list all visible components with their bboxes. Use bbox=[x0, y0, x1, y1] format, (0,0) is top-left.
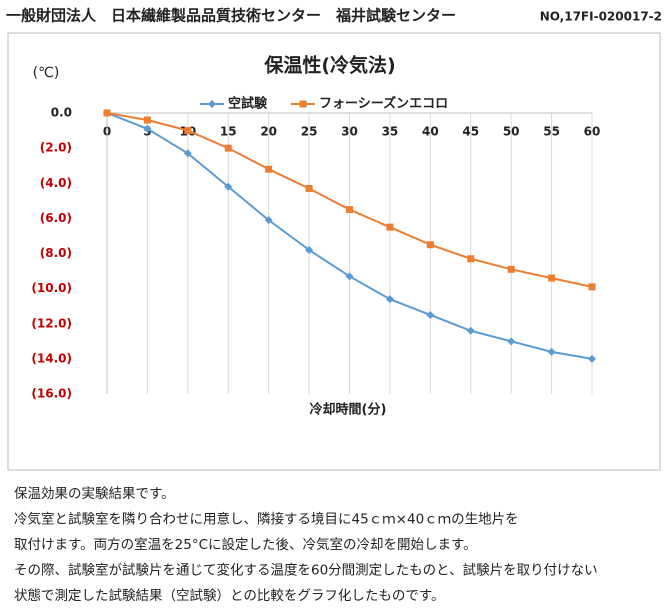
body-text: 状態で測定した試験結果（空試験）との比較をグラフ化したものです。 bbox=[14, 588, 445, 604]
marker bbox=[548, 274, 556, 282]
y-tick-label: (4.0) bbox=[40, 176, 72, 190]
body-text: 取付けます。両方の室温を25°Cに設定した後、冷気室の冷却を開始します。 bbox=[14, 536, 477, 553]
y-tick-label: (8.0) bbox=[40, 246, 72, 260]
y-tick-label: (16.0) bbox=[31, 387, 72, 401]
x-tick-label: 45 bbox=[462, 125, 479, 139]
marker bbox=[507, 265, 515, 273]
marker bbox=[547, 347, 556, 356]
marker bbox=[588, 283, 596, 291]
marker bbox=[426, 310, 435, 319]
x-tick-label: 25 bbox=[301, 125, 318, 139]
x-tick-label: 40 bbox=[422, 125, 439, 139]
x-tick-label: 15 bbox=[220, 125, 237, 139]
y-tick-label: (12.0) bbox=[31, 316, 72, 330]
x-tick-label: 60 bbox=[584, 125, 601, 139]
marker bbox=[224, 144, 232, 152]
marker bbox=[264, 216, 273, 225]
marker bbox=[507, 337, 516, 346]
marker bbox=[588, 354, 596, 363]
body-text: その際、試験室が試験片を通じて変化する温度を60分間測定したものと、試験片を取り… bbox=[14, 562, 598, 579]
marker bbox=[386, 223, 394, 231]
legend-label: 空試験 bbox=[228, 96, 268, 112]
marker bbox=[426, 241, 434, 249]
y-unit: (℃) bbox=[33, 65, 60, 81]
marker bbox=[143, 116, 151, 124]
x-tick-label: 55 bbox=[543, 125, 560, 139]
marker bbox=[467, 255, 475, 263]
body-text: 保温効果の実験結果です。 bbox=[14, 486, 175, 502]
header-number: NO,17FI-020017-2 bbox=[540, 10, 662, 24]
chart-title: 保温性(冷気法) bbox=[263, 54, 395, 77]
marker bbox=[143, 124, 152, 133]
y-tick-label: (2.0) bbox=[40, 141, 72, 155]
marker bbox=[305, 245, 314, 254]
marker bbox=[265, 165, 273, 173]
marker bbox=[345, 272, 354, 281]
marker bbox=[385, 295, 394, 304]
y-tick-label: (14.0) bbox=[31, 351, 72, 365]
x-axis-label: 冷却時間(分) bbox=[310, 402, 387, 418]
legend-label: フォーシーズンエコロ bbox=[319, 96, 448, 112]
body-text: 冷気室と試験室を隣り合わせに用意し、隣接する境目に45ｃｍ×40ｃｍの生地片を bbox=[14, 511, 519, 528]
marker bbox=[346, 206, 353, 214]
header-title: 一般財団法人 日本繊維製品品質技術センター 福井試験センター bbox=[6, 7, 456, 25]
marker bbox=[103, 109, 111, 117]
marker bbox=[466, 326, 475, 335]
marker bbox=[183, 149, 192, 158]
x-tick-label: 30 bbox=[341, 125, 358, 139]
y-tick-label: (6.0) bbox=[40, 211, 72, 225]
x-tick-label: 50 bbox=[503, 125, 520, 139]
marker bbox=[184, 127, 192, 135]
marker bbox=[305, 185, 313, 193]
x-tick-label: 35 bbox=[382, 125, 399, 139]
marker bbox=[224, 182, 233, 191]
x-tick-label: 20 bbox=[260, 125, 277, 139]
y-tick-label: (10.0) bbox=[31, 281, 72, 295]
marker bbox=[208, 100, 216, 108]
y-tick-label: 0.0 bbox=[51, 106, 72, 120]
marker bbox=[299, 100, 307, 108]
